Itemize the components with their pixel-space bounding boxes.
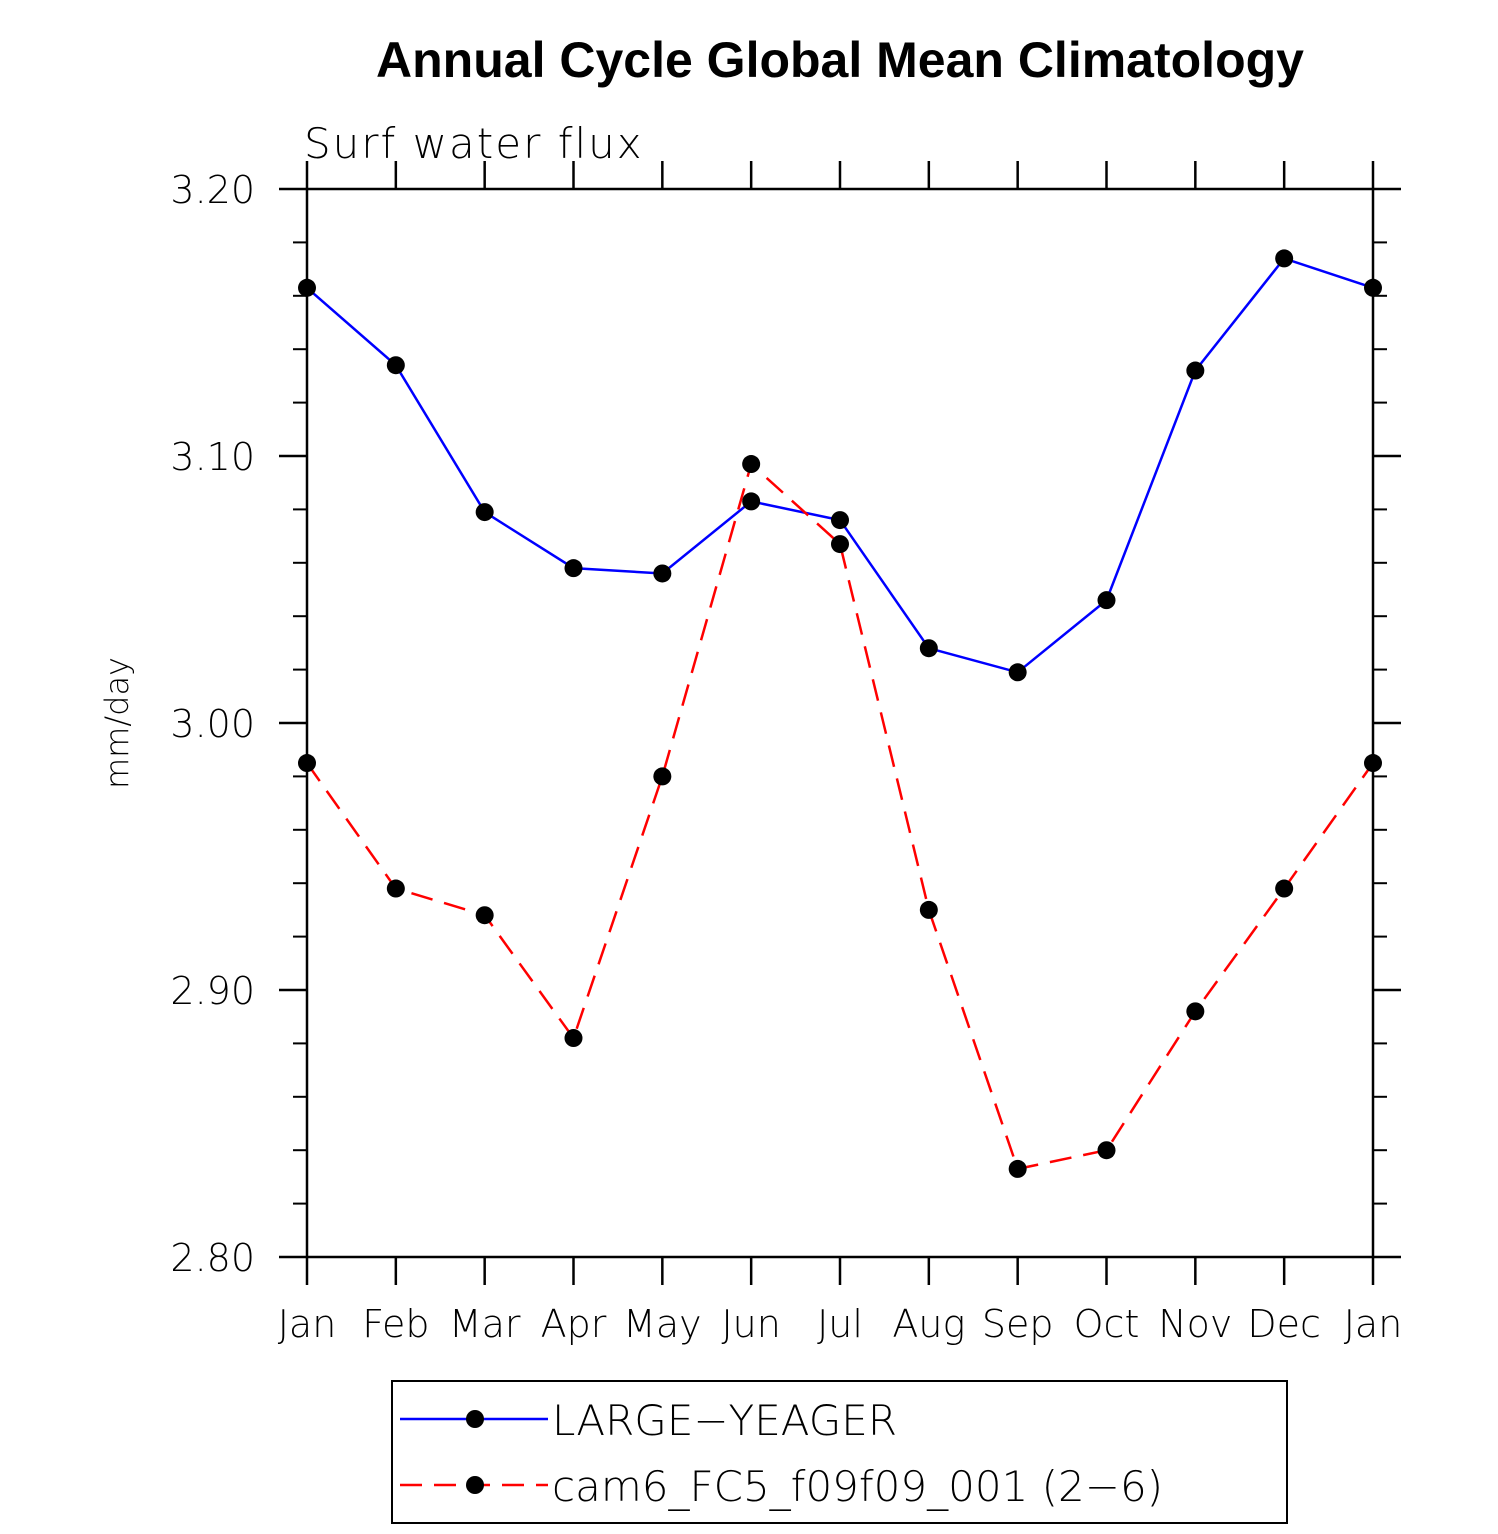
series-0-point (564, 559, 583, 578)
ticks-layer: Jan Feb Mar Apr May Jun Jul Aug Sep Oct Nov Dec Jan 2… (170, 161, 1402, 1346)
series-layer (298, 249, 1382, 1178)
x-tick-label: Feb (362, 1302, 429, 1346)
series-0-point (919, 639, 938, 658)
x-tick-label: Aug (892, 1302, 965, 1346)
y-tick-label: 2.90 (170, 969, 255, 1013)
legend-marker-cam6 (466, 1476, 484, 1494)
y-tick-label: 2.80 (170, 1236, 255, 1280)
x-tick-label: May (623, 1302, 702, 1346)
legend-label-cam6: cam6_FC5_f09f09_001 (2−6) (552, 1462, 1163, 1511)
series-0-point (1275, 249, 1294, 268)
series-1-point (653, 767, 672, 786)
chart-title: Annual Cycle Global Mean Climatology (376, 32, 1304, 88)
series-0-point (831, 511, 849, 530)
y-tick-label: 3.20 (170, 168, 255, 212)
series-0-point (653, 564, 672, 583)
x-tick-label: Jul (817, 1302, 863, 1346)
y-tick-label: 3.10 (170, 435, 255, 479)
x-tick-label: Sep (982, 1302, 1054, 1346)
x-tick-label: Jan (1344, 1302, 1403, 1346)
plot-frame (305, 187, 1375, 1259)
series-1-point (1008, 1159, 1027, 1178)
series-0-point (1008, 663, 1027, 682)
series-line-0 (306, 256, 1374, 674)
series-1-point (564, 1029, 583, 1048)
x-tick-label: Jan (278, 1302, 337, 1346)
x-tick-label: Apr (541, 1302, 607, 1346)
series-0-point (742, 492, 761, 511)
series-0-point (1097, 591, 1116, 610)
x-tick-label: Nov (1158, 1302, 1232, 1346)
series-1-point (831, 535, 849, 554)
legend-label-large-yeager: LARGE−YEAGER (552, 1396, 897, 1445)
chart-subtitle: Surf water flux (304, 119, 644, 168)
legend-marker-large-yeager (466, 1410, 484, 1428)
y-tick-label: 3.00 (170, 702, 255, 746)
series-1-point (742, 455, 761, 474)
series-0-point (386, 356, 405, 375)
series-1-point (1097, 1141, 1116, 1160)
series-0-point (475, 503, 494, 522)
x-tick-label: Oct (1074, 1302, 1140, 1346)
series-1-point (919, 900, 938, 919)
x-tick-label: Dec (1247, 1302, 1321, 1346)
legend-box (391, 1380, 1288, 1524)
x-tick-label: Mar (449, 1302, 521, 1346)
series-1-point (386, 879, 405, 898)
series-1-point (1275, 879, 1294, 898)
series-line-1 (305, 461, 1375, 1171)
legend: LARGE−YEAGER cam6_FC5_f09f09_001 (2−6) (391, 1380, 1288, 1524)
series-0-point (1186, 361, 1205, 380)
x-tick-label: Jun (721, 1302, 780, 1346)
series-1-point (475, 906, 494, 925)
y-axis-label: mm/day (98, 657, 136, 789)
series-1-point (1186, 1002, 1205, 1021)
